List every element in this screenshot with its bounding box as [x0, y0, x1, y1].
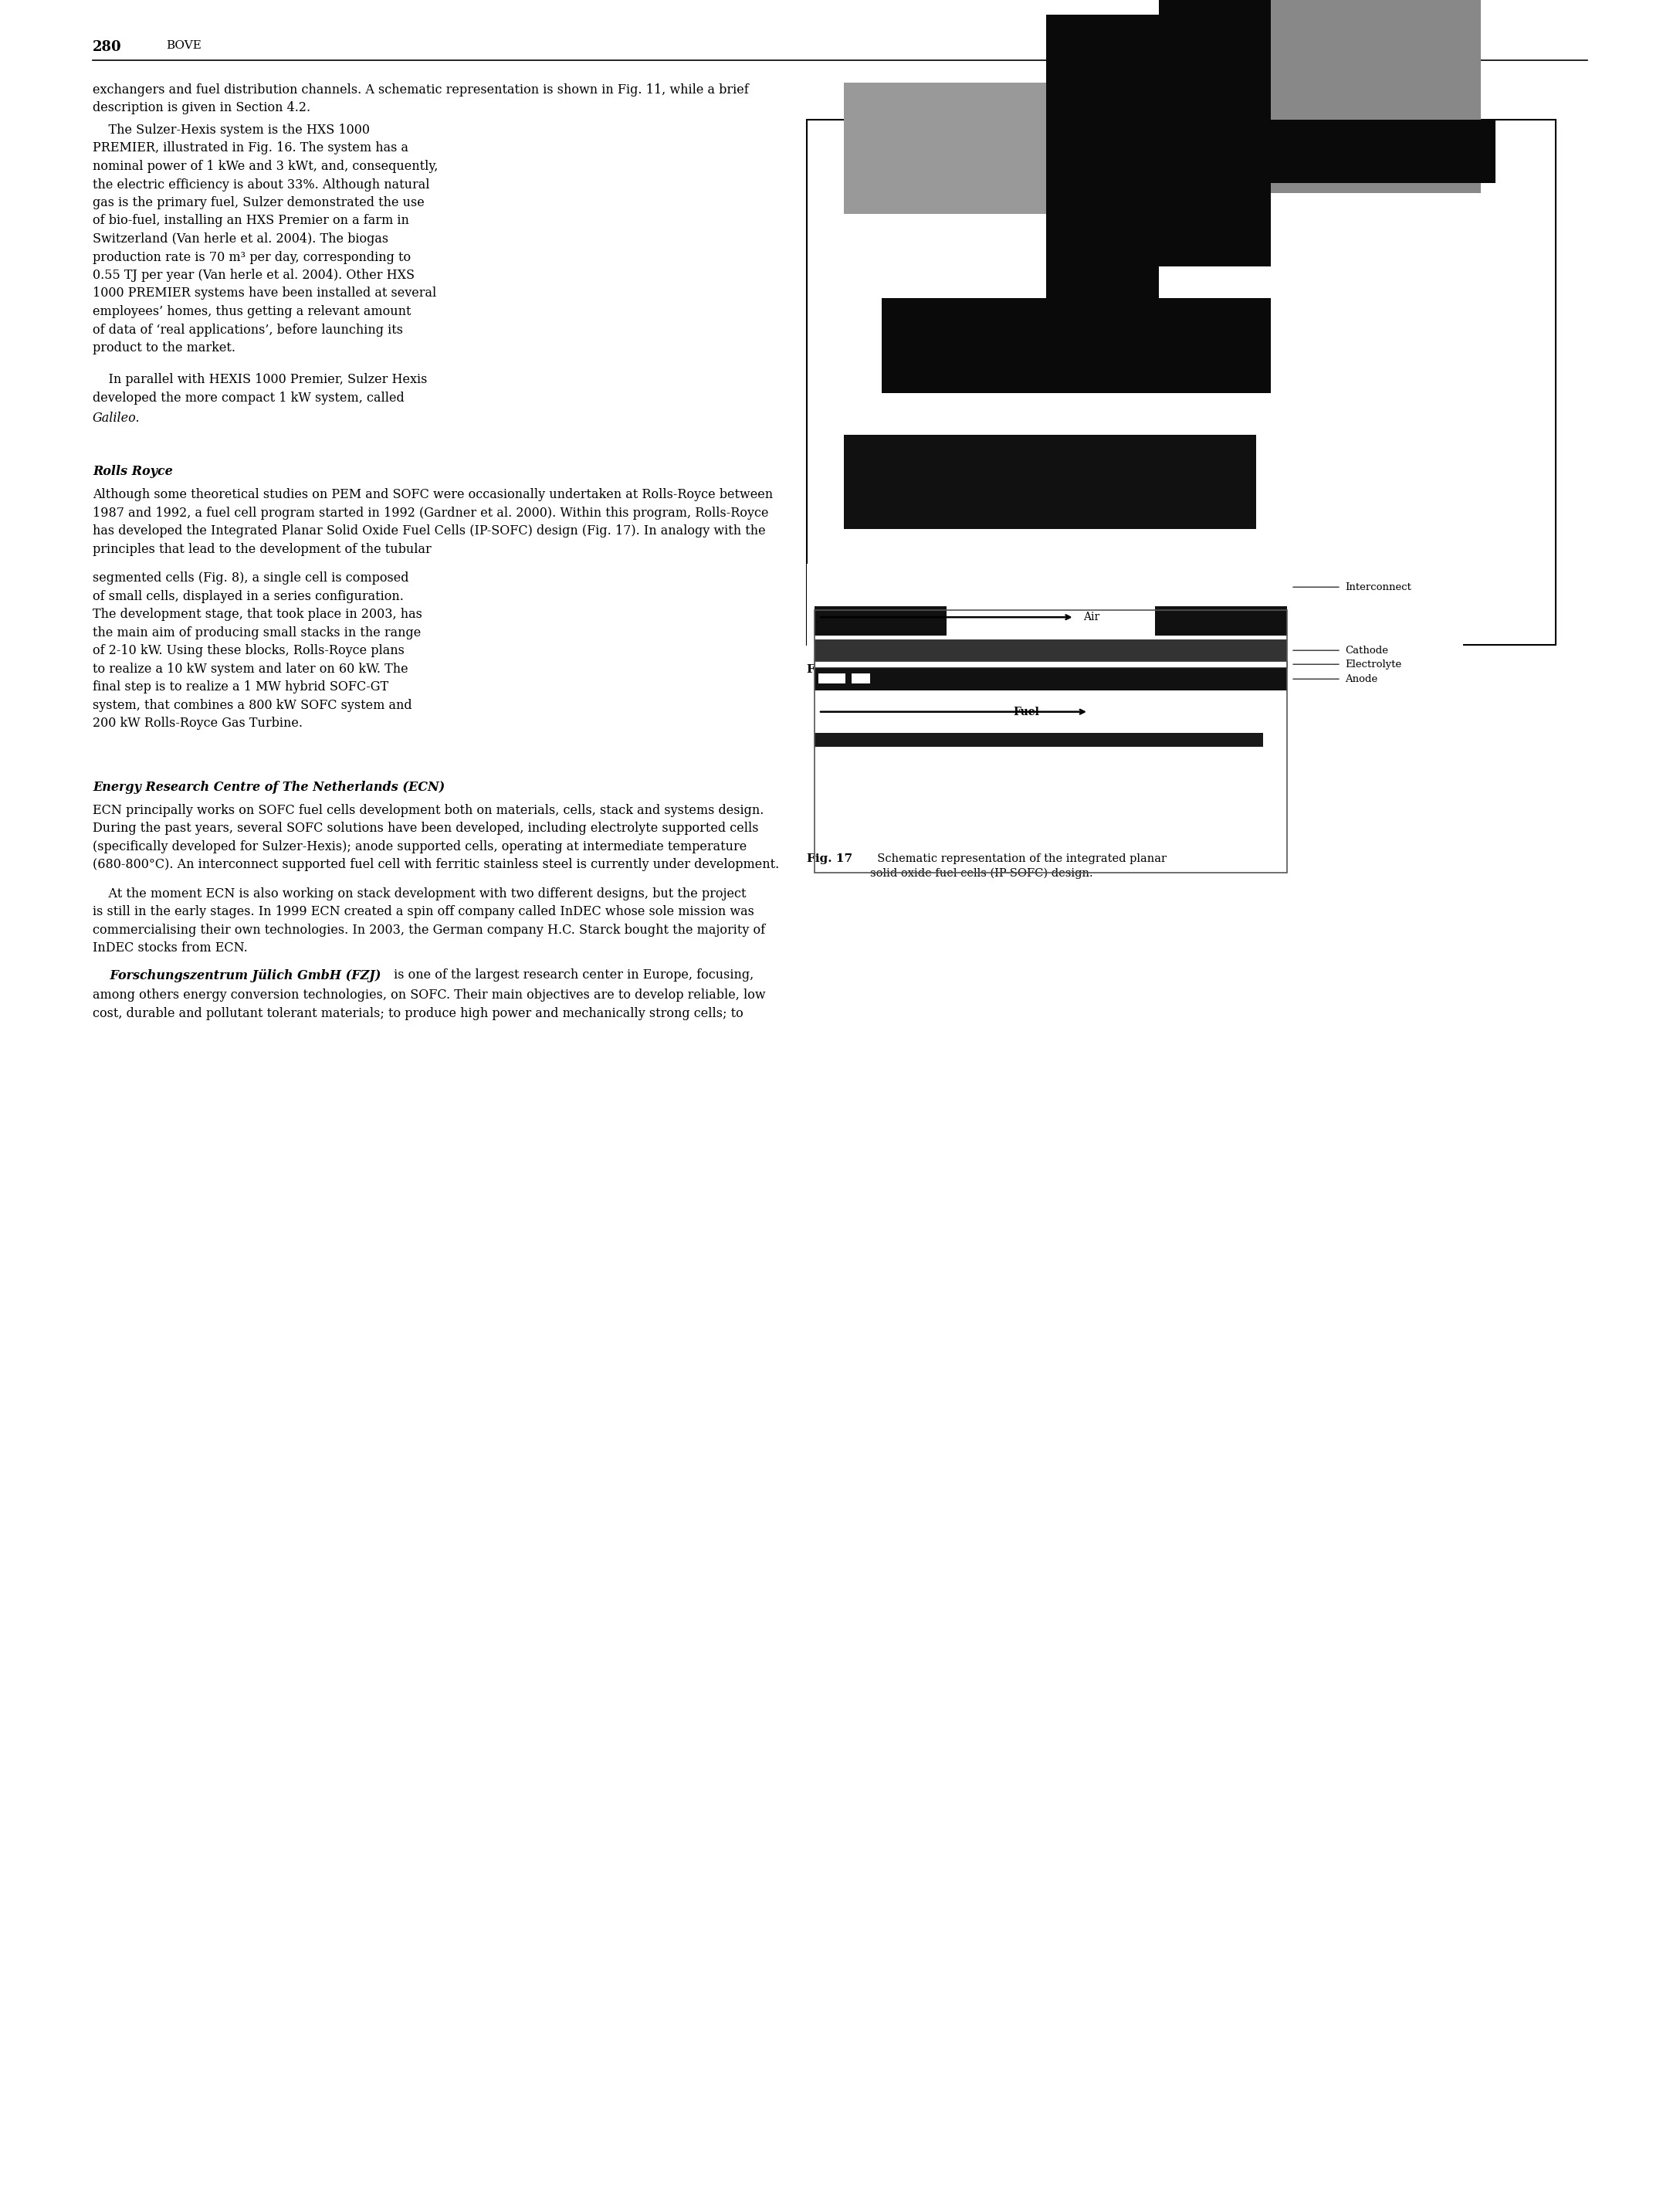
Text: 280: 280	[92, 40, 121, 55]
Bar	[845, 436, 1257, 528]
Bar	[845, 84, 1053, 213]
Text: Galileo.: Galileo.	[92, 412, 139, 425]
Text: Fig. 16: Fig. 16	[806, 665, 852, 676]
Bar	[815, 667, 1287, 691]
Text: exchangers and fuel distribution channels. A schematic representation is shown i: exchangers and fuel distribution channel…	[92, 84, 749, 114]
Bar	[815, 733, 1263, 746]
Bar	[806, 563, 1463, 834]
Text: Fuel: Fuel	[1013, 707, 1040, 718]
Text: The Sulzer-Hexis system is the HXS 1000
PREMIER, illustrated in Fig. 16. The sys: The Sulzer-Hexis system is the HXS 1000 …	[92, 123, 438, 354]
Bar	[1121, 119, 1495, 183]
Text: segmented cells (Fig. 8), a single cell is composed
of small cells, displayed in: segmented cells (Fig. 8), a single cell …	[92, 572, 422, 731]
Text: Cathode: Cathode	[1346, 645, 1388, 656]
Text: Rolls Royce: Rolls Royce	[92, 464, 173, 478]
Text: Interconnect: Interconnect	[1346, 581, 1411, 592]
Bar	[882, 299, 1272, 392]
Text: Fig. 17: Fig. 17	[806, 854, 852, 865]
Bar	[1166, 0, 1480, 194]
Text: Forschungszentrum Jülich GmbH (FZJ): Forschungszentrum Jülich GmbH (FZJ)	[92, 968, 381, 982]
Text: Schematic representation of the integrated planar
solid oxide fuel cells (IP-SOF: Schematic representation of the integrat…	[870, 854, 1166, 878]
Bar	[815, 610, 1287, 874]
Bar	[852, 674, 870, 685]
Text: At the moment ECN is also working on stack development with two different design: At the moment ECN is also working on sta…	[92, 887, 764, 955]
Bar	[815, 605, 948, 636]
Bar	[806, 119, 1556, 645]
Bar	[1159, 0, 1272, 266]
Bar	[815, 640, 1287, 660]
Text: Energy Research Centre of The Netherlands (ECN): Energy Research Centre of The Netherland…	[92, 781, 445, 795]
Text: ECN principally works on SOFC fuel cells development both on materials, cells, s: ECN principally works on SOFC fuel cells…	[92, 803, 780, 872]
Text: In parallel with HEXIS 1000 Premier, Sulzer Hexis
developed the more compact 1 k: In parallel with HEXIS 1000 Premier, Sul…	[92, 374, 427, 405]
Bar	[815, 660, 1287, 667]
Text: Electrolyte: Electrolyte	[1346, 660, 1401, 669]
Text: Air: Air	[1084, 612, 1099, 623]
Text: among others energy conversion technologies, on SOFC. Their main objectives are : among others energy conversion technolog…	[92, 988, 766, 1019]
Bar	[1047, 15, 1159, 304]
Text: BOVE: BOVE	[166, 40, 202, 51]
Bar	[818, 674, 845, 685]
Text: HEXIS 1000 PREMIER 1 kW system.: HEXIS 1000 PREMIER 1 kW system.	[872, 665, 1097, 676]
Text: Anode: Anode	[1346, 674, 1378, 685]
Bar	[1154, 605, 1287, 636]
Text: is one of the largest research center in Europe, focusing,: is one of the largest research center in…	[390, 968, 754, 982]
Text: Although some theoretical studies on PEM and SOFC were occasionally undertaken a: Although some theoretical studies on PEM…	[92, 489, 773, 557]
